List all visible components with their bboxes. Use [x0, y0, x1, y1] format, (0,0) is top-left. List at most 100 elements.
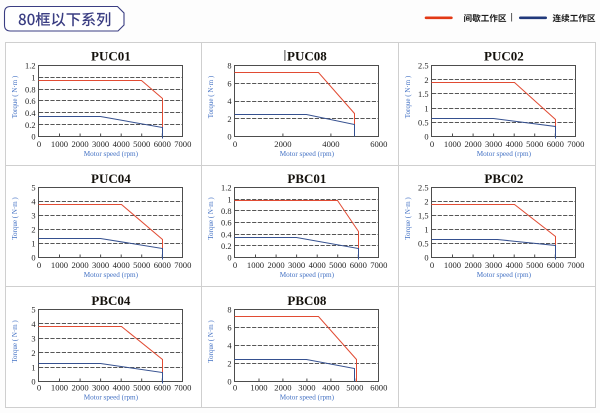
svg-text:7000: 7000 — [174, 383, 191, 393]
svg-text:Motor speed (rpm): Motor speed (rpm) — [280, 150, 335, 158]
svg-text:3000: 3000 — [288, 260, 305, 270]
svg-text:2: 2 — [424, 76, 428, 85]
svg-text:4: 4 — [227, 342, 232, 351]
svg-text:0.8: 0.8 — [25, 85, 35, 94]
svg-text:0: 0 — [233, 383, 237, 393]
svg-text:7000: 7000 — [174, 139, 191, 149]
svg-text:Motor speed (rpm): Motor speed (rpm) — [477, 150, 532, 158]
svg-text:2: 2 — [227, 360, 231, 369]
svg-text:0: 0 — [424, 133, 428, 142]
svg-text:0: 0 — [430, 139, 434, 149]
svg-text:0: 0 — [227, 378, 231, 387]
svg-text:1: 1 — [31, 363, 35, 372]
svg-text:4000: 4000 — [113, 139, 130, 149]
svg-text:0.5: 0.5 — [418, 119, 428, 128]
svg-text:PBC08: PBC08 — [287, 293, 327, 308]
svg-text:4000: 4000 — [322, 139, 339, 149]
svg-text:0: 0 — [37, 260, 41, 270]
svg-text:6000: 6000 — [350, 260, 367, 270]
svg-text:4000: 4000 — [322, 383, 339, 393]
svg-text:PUC08: PUC08 — [287, 49, 327, 64]
svg-text:PUC02: PUC02 — [484, 49, 524, 64]
svg-text:5000: 5000 — [346, 383, 363, 393]
svg-text:3000: 3000 — [298, 383, 315, 393]
svg-text:Torque ( N·m ): Torque ( N·m ) — [404, 197, 412, 240]
svg-text:1.5: 1.5 — [418, 90, 428, 99]
svg-text:3: 3 — [31, 212, 35, 221]
svg-text:PBC02: PBC02 — [484, 171, 523, 186]
svg-text:3000: 3000 — [485, 139, 502, 149]
svg-text:4000: 4000 — [113, 260, 130, 270]
svg-text:0: 0 — [424, 254, 428, 263]
svg-text:2: 2 — [31, 226, 35, 235]
svg-text:PBC01: PBC01 — [287, 171, 326, 186]
svg-text:5: 5 — [31, 306, 35, 315]
svg-text:2000: 2000 — [465, 260, 482, 270]
svg-text:0: 0 — [233, 139, 237, 149]
svg-text:4000: 4000 — [113, 383, 130, 393]
svg-text:4000: 4000 — [309, 260, 326, 270]
svg-text:Torque ( N·m ): Torque ( N·m ) — [11, 75, 19, 118]
svg-text:0.4: 0.4 — [221, 230, 232, 239]
svg-text:1: 1 — [227, 195, 231, 204]
svg-text:0: 0 — [37, 383, 41, 393]
svg-text:Motor speed (rpm): Motor speed (rpm) — [84, 271, 139, 279]
svg-text:3000: 3000 — [485, 260, 502, 270]
svg-text:1: 1 — [31, 240, 35, 249]
svg-text:2000: 2000 — [72, 260, 89, 270]
svg-text:3000: 3000 — [92, 139, 109, 149]
svg-text:1000: 1000 — [51, 139, 68, 149]
svg-text:5000: 5000 — [329, 260, 346, 270]
svg-text:0: 0 — [227, 254, 231, 263]
svg-text:1,5: 1,5 — [418, 212, 428, 221]
svg-text:Torque ( N·m ): Torque ( N·m ) — [207, 197, 215, 240]
svg-text:6: 6 — [227, 80, 231, 89]
svg-text:1.2: 1.2 — [221, 184, 231, 193]
svg-text:0: 0 — [233, 260, 237, 270]
svg-text:2000: 2000 — [268, 260, 285, 270]
svg-text:1000: 1000 — [51, 383, 68, 393]
svg-text:Motor speed (rpm): Motor speed (rpm) — [477, 271, 532, 279]
svg-text:0: 0 — [430, 260, 434, 270]
svg-text:4: 4 — [31, 198, 36, 207]
svg-text:2000: 2000 — [274, 383, 291, 393]
svg-text:0.2: 0.2 — [25, 121, 35, 130]
svg-text:2.5: 2.5 — [418, 184, 428, 193]
svg-text:1: 1 — [424, 226, 428, 235]
svg-text:Torque ( N·m ): Torque ( N·m ) — [11, 197, 19, 240]
svg-text:0: 0 — [31, 254, 35, 263]
svg-text:6000: 6000 — [547, 139, 564, 149]
svg-text:PUC04: PUC04 — [91, 171, 131, 186]
svg-text:0: 0 — [31, 378, 35, 387]
svg-text:6000: 6000 — [154, 383, 171, 393]
svg-text:3: 3 — [31, 335, 35, 344]
svg-text:2000: 2000 — [274, 139, 291, 149]
svg-text:5000: 5000 — [133, 383, 150, 393]
svg-text:6000: 6000 — [547, 260, 564, 270]
svg-text:2: 2 — [424, 198, 428, 207]
svg-text:2: 2 — [227, 115, 231, 124]
svg-text:3000: 3000 — [92, 383, 109, 393]
svg-text:Motor speed (rpm): Motor speed (rpm) — [280, 271, 335, 279]
svg-text:7000: 7000 — [174, 260, 191, 270]
svg-text:0.8: 0.8 — [221, 207, 231, 216]
svg-text:Torque ( N·m ): Torque ( N·m ) — [11, 320, 19, 363]
svg-text:6000: 6000 — [154, 260, 171, 270]
svg-text:1: 1 — [31, 74, 35, 83]
svg-text:2000: 2000 — [72, 383, 89, 393]
svg-text:1000: 1000 — [250, 383, 267, 393]
svg-text:5000: 5000 — [133, 260, 150, 270]
svg-text:2000: 2000 — [465, 139, 482, 149]
svg-text:0: 0 — [31, 133, 35, 142]
svg-text:4000: 4000 — [506, 139, 523, 149]
svg-text:Motor speed (rpm): Motor speed (rpm) — [280, 394, 335, 402]
svg-text:PUC01: PUC01 — [91, 49, 131, 64]
svg-text:2000: 2000 — [72, 139, 89, 149]
svg-text:0: 0 — [37, 139, 41, 149]
svg-text:8: 8 — [227, 306, 231, 315]
svg-text:6000: 6000 — [370, 139, 387, 149]
svg-text:Torque ( N·m ): Torque ( N·m ) — [207, 75, 215, 118]
svg-text:2: 2 — [31, 349, 35, 358]
svg-text:4000: 4000 — [506, 260, 523, 270]
svg-text:1: 1 — [424, 104, 428, 113]
